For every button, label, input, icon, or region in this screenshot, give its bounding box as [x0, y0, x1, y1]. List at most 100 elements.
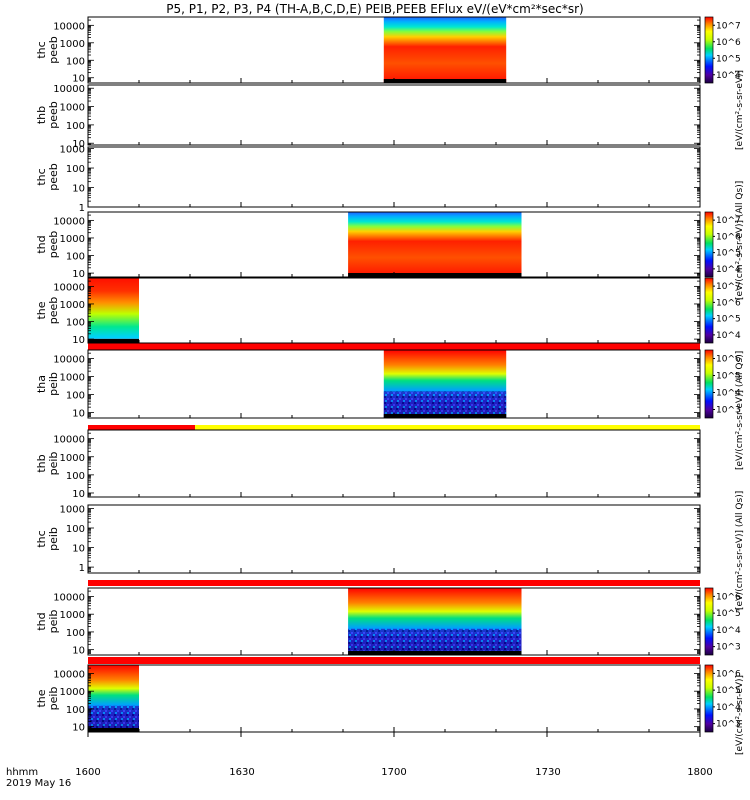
flag-bar-1-b — [195, 425, 700, 430]
colorbar-tick-3-3: 10^7 — [716, 216, 741, 226]
time-tick-1600: 1600 — [75, 767, 100, 778]
ytick-label-9-1: 100 — [66, 705, 85, 716]
panel-probe-label-2: thc — [35, 168, 48, 185]
colorbar-tick-9-1: 10^4 — [716, 703, 741, 713]
flag-bar-1 — [88, 425, 196, 430]
panel-frame-6 — [87, 429, 701, 498]
ytick-label-2-1: 10 — [72, 184, 85, 195]
panel-product-label-0: peeb — [47, 36, 60, 64]
colorbar-tick-5-0: 10^3 — [716, 406, 741, 416]
ytick-label-8-2: 1000 — [60, 610, 85, 621]
colorbar-0 — [704, 16, 714, 84]
colorbar-tick-4-3: 10^7 — [716, 282, 741, 292]
ytick-label-3-2: 1000 — [60, 234, 85, 245]
ytick-label-6-3: 10000 — [53, 435, 85, 446]
panel-product-label-4: peeb — [47, 297, 60, 325]
panel-probe-label-1: thb — [35, 106, 48, 124]
ytick-label-9-0: 10 — [72, 723, 85, 734]
time-axis-label-hhmm: hhmm — [6, 767, 38, 778]
time-tick-1700: 1700 — [381, 767, 406, 778]
colorbar-tick-0-0: 10^4 — [716, 71, 741, 81]
panel-product-label-6: peib — [47, 452, 60, 476]
panel-thc-peeb-2: 1 10 100 1000 thc peeb — [35, 145, 701, 214]
panel-product-label-5: peib — [47, 372, 60, 396]
ytick-label-8-1: 100 — [66, 628, 85, 639]
colorbar-9 — [704, 664, 714, 733]
colorbar-label-5: [eV/(cm²-s-sr-eV)] — [735, 675, 745, 755]
ytick-label-3-3: 10000 — [53, 216, 85, 227]
ytick-label-4-2: 1000 — [60, 300, 85, 311]
colorbar-label-3: [eV/(cm²-s-sr-eV)] (All Qs)] — [735, 351, 745, 470]
ytick-label-0-3: 10000 — [53, 21, 85, 32]
ytick-label-7-1: 10 — [72, 544, 85, 555]
ytick-label-1-0: 10 — [72, 139, 85, 150]
panel-probe-label-0: thc — [35, 41, 48, 58]
panel-probe-label-6: thb — [35, 454, 48, 472]
panel-probe-label-7: thc — [35, 530, 48, 547]
ytick-label-0-0: 10 — [72, 74, 85, 85]
ytick-label-7-3: 1000 — [60, 504, 85, 515]
colorbar-tick-0-3: 10^7 — [716, 21, 741, 31]
colorbar-3 — [704, 211, 714, 278]
colorbar-tick-0-2: 10^6 — [716, 38, 741, 48]
panel-thd-peeb-3: 10 100 1000 10000 thd peeb — [35, 211, 701, 280]
colorbar-tick-5-2: 10^5 — [716, 372, 741, 382]
ytick-label-6-2: 1000 — [60, 453, 85, 464]
colorbar-tick-3-0: 10^4 — [716, 265, 741, 275]
colorbars-group: 10^4 10^5 10^6 10^7 10^4 10^5 10^6 10^7 10^4 10^5… — [704, 16, 741, 733]
time-tick-1730: 1730 — [535, 767, 560, 778]
ytick-label-8-0: 10 — [72, 646, 85, 657]
panel-thc-peib-7: 1 10 100 1000 thc peib — [35, 504, 701, 574]
ytick-label-6-1: 100 — [66, 471, 85, 482]
panel-thc-peeb-0: 10 100 1000 10000 thc peeb — [35, 16, 701, 85]
panel-frame-7 — [87, 504, 701, 574]
colorbar-label-4: [eV/(cm²-s-sr-eV)] (All Qs)] — [735, 491, 745, 610]
spectrogram-floor-3 — [348, 273, 522, 277]
ytick-label-5-1: 100 — [66, 391, 85, 402]
ytick-label-3-1: 100 — [66, 252, 85, 263]
ytick-label-4-0: 10 — [72, 335, 85, 346]
panel-thb-peib-6: 10 100 1000 10000 thb peib — [35, 429, 701, 500]
ytick-label-3-0: 10 — [72, 269, 85, 280]
ytick-label-9-3: 10000 — [53, 669, 85, 680]
spectrogram-4 — [88, 278, 139, 343]
spectrogram-floor-9 — [88, 728, 139, 732]
panel-probe-label-4: the — [35, 301, 48, 319]
panel-product-label-3: peeb — [47, 231, 60, 259]
ytick-label-1-2: 1000 — [60, 103, 85, 114]
panel-product-label-7: peib — [47, 527, 60, 551]
colorbar-tick-4-0: 10^4 — [716, 331, 741, 341]
colorbar-4 — [704, 277, 714, 344]
spectrogram-0 — [383, 17, 507, 83]
colorbar-8 — [704, 587, 714, 656]
colorbar-tick-0-1: 10^5 — [716, 54, 741, 64]
colorbar-tick-5-3: 10^6 — [716, 355, 741, 365]
ytick-label-4-3: 10000 — [53, 282, 85, 293]
noise-band-8 — [348, 628, 522, 655]
ytick-label-7-2: 100 — [66, 524, 85, 535]
panel-product-label-9: peib — [47, 687, 60, 711]
noise-band-5 — [383, 391, 507, 418]
ytick-label-6-0: 10 — [72, 489, 85, 500]
flag-bar-2 — [88, 580, 700, 586]
panel-the-peeb-4: 10 100 1000 10000 the peeb — [35, 277, 701, 346]
panel-thb-peeb-1: 10 100 1000 10000 thb peeb — [35, 84, 701, 150]
panel-product-label-2: peeb — [47, 163, 60, 191]
colorbar-tick-3-2: 10^6 — [716, 232, 741, 242]
ytick-label-0-1: 100 — [66, 56, 85, 67]
panel-the-peib-9: 10 100 1000 10000 the peib — [35, 664, 701, 734]
panel-product-label-1: peeb — [47, 101, 60, 129]
flag-bar-0 — [88, 343, 700, 350]
panel-probe-label-9: the — [35, 689, 48, 707]
colorbar-tick-8-2: 10^5 — [716, 609, 741, 619]
panel-frame-4 — [87, 277, 701, 344]
panel-probe-label-5: tha — [35, 375, 48, 393]
panel-probe-label-3: thd — [35, 235, 48, 253]
colorbar-tick-4-1: 10^5 — [716, 315, 741, 325]
panel-thd-peib-8: 10 100 1000 10000 thd peib — [35, 587, 701, 657]
figure-title: P5, P1, P2, P3, P4 (TH-A,B,C,D,E) PEIB,P… — [166, 2, 583, 16]
panel-frame-2 — [87, 146, 701, 208]
colorbar-tick-5-1: 10^4 — [716, 389, 741, 399]
